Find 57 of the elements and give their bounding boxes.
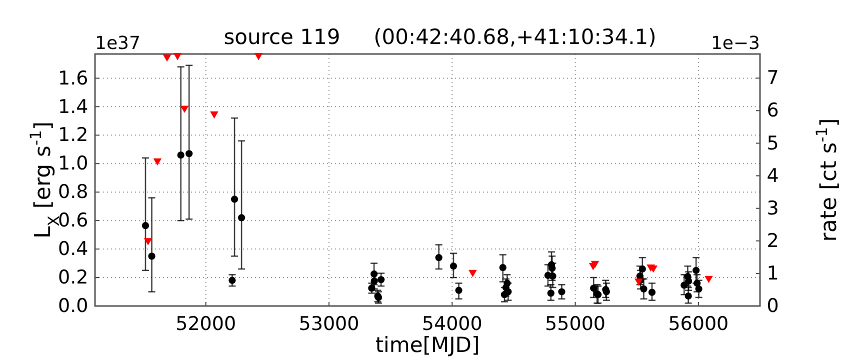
- point: [680, 282, 688, 289]
- point: [254, 53, 263, 60]
- point: [186, 150, 193, 158]
- x-tick-label: 54000: [422, 312, 482, 335]
- chart-title: source 119 (00:42:40.68,+41:10:34.1): [224, 25, 656, 49]
- y2-tick-label: 3: [766, 197, 779, 220]
- point: [504, 288, 512, 296]
- point: [210, 111, 218, 119]
- x-tick-label: 56000: [668, 312, 729, 335]
- point: [590, 260, 600, 268]
- y-tick-label: 0.4: [58, 238, 88, 260]
- point: [162, 54, 172, 62]
- text: 1e37: [95, 33, 140, 54]
- point: [684, 292, 692, 300]
- x-axis-title: time[MJD]: [375, 333, 480, 357]
- point: [230, 196, 238, 203]
- y-tick-label: 1.2: [58, 124, 88, 146]
- point: [549, 272, 556, 280]
- y-tick-label: 0.0: [58, 295, 88, 318]
- point: [455, 286, 462, 294]
- point: [499, 264, 506, 272]
- point: [378, 276, 385, 284]
- text: 1e−3: [710, 33, 760, 54]
- point: [590, 284, 598, 292]
- point: [153, 158, 162, 166]
- point: [450, 262, 458, 270]
- point: [704, 276, 713, 284]
- x-tick-label: 55000: [545, 312, 606, 335]
- y-tick-label: 0.2: [58, 266, 88, 289]
- y2-tick-label: 1: [766, 262, 779, 285]
- point: [435, 254, 442, 262]
- x-tick-label: 53000: [298, 312, 360, 335]
- point: [142, 222, 150, 230]
- point: [173, 53, 182, 60]
- y-tick-label: 0.8: [58, 181, 88, 204]
- point: [547, 290, 554, 297]
- point: [180, 106, 189, 113]
- y2-tick-label: 5: [766, 132, 779, 154]
- y2-tick-label: 7: [766, 67, 779, 90]
- point: [144, 238, 152, 246]
- x-tick-label: 52000: [176, 312, 236, 335]
- point: [238, 214, 246, 222]
- point: [558, 288, 566, 296]
- y-tick-label: 1.4: [58, 96, 88, 118]
- y2-tick-label: 2: [766, 230, 779, 252]
- point: [648, 288, 656, 296]
- point: [228, 276, 236, 284]
- point: [468, 270, 477, 278]
- y-tick-label: 1.0: [58, 152, 88, 175]
- y2-tick-label: 6: [766, 100, 779, 122]
- y-tick-label: 1.6: [58, 67, 88, 90]
- point: [640, 285, 648, 292]
- y2-tick-label: 0: [766, 295, 779, 318]
- point: [638, 265, 646, 273]
- point: [148, 252, 156, 260]
- y2-tick-label: 4: [766, 164, 779, 187]
- point: [177, 152, 184, 159]
